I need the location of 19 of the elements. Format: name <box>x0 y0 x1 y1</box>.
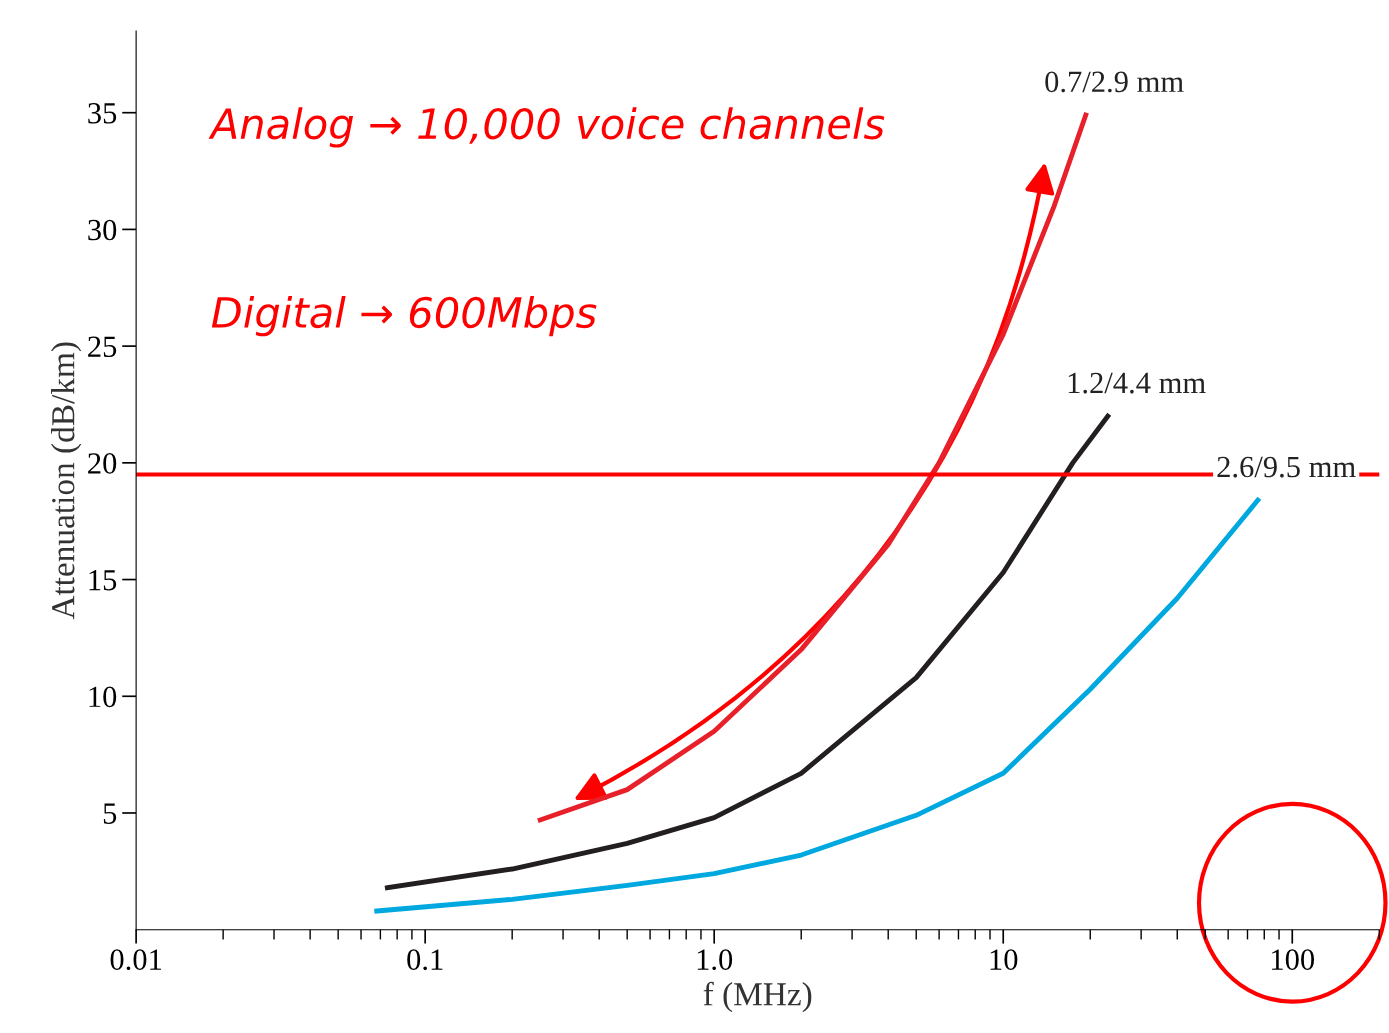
series-label: 0.7/2.9 mm <box>1045 71 1184 93</box>
y-tick-label: 25 <box>88 336 117 358</box>
y-tick-label: 30 <box>88 219 117 241</box>
series-label: 1.2/4.4 mm <box>1068 372 1206 394</box>
x-tick-label: 0.1 <box>407 949 443 971</box>
y-axis-title: Attenuation (dB/km) <box>51 342 82 620</box>
x-tick-label: 100 <box>1272 949 1315 970</box>
annotation: Digital → 600Mbps <box>211 295 597 337</box>
y-tick-label: 35 <box>88 103 117 124</box>
x-tick-label: 1.0 <box>697 949 733 971</box>
y-tick-label: 20 <box>88 453 117 474</box>
annotation: Analog → 10,000 voice channels <box>208 107 885 148</box>
y-tick-label: 5 <box>103 803 117 824</box>
y-tick-label: 15 <box>89 569 117 591</box>
x-axis-title: f (MHz) <box>703 981 812 1013</box>
x-tick-label: 0.01 <box>110 949 162 971</box>
y-tick-label: 10 <box>89 686 117 708</box>
x-tick-label: 10 <box>990 949 1018 970</box>
series-label: 2.6/9.5 mm <box>1217 456 1356 478</box>
